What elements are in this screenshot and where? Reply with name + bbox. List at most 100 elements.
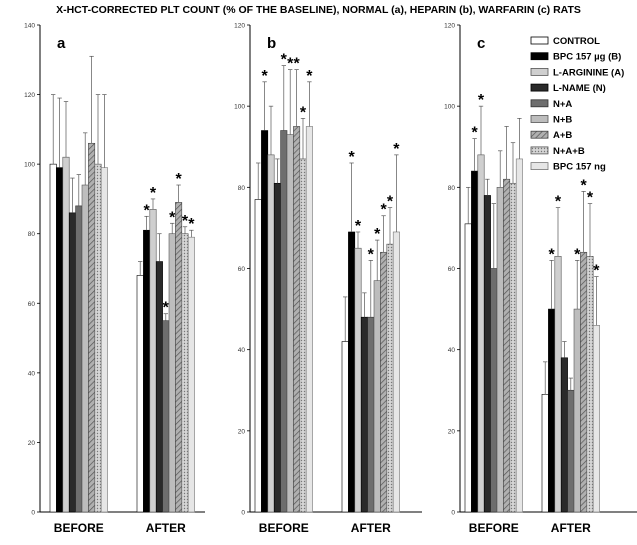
bar	[273, 182, 281, 513]
y-tick-label: 120	[444, 23, 455, 30]
significance-star: *	[393, 141, 400, 158]
bar	[305, 126, 313, 513]
significance-star: *	[580, 177, 587, 194]
significance-star: *	[387, 194, 394, 211]
bar	[580, 251, 588, 513]
significance-star: *	[143, 202, 150, 219]
bar	[348, 231, 356, 513]
y-tick-label: 40	[448, 347, 456, 354]
y-tick-label: 0	[241, 510, 245, 517]
significance-star: *	[548, 246, 555, 263]
significance-star: *	[175, 171, 182, 188]
significance-star: *	[300, 104, 307, 121]
bar	[573, 308, 581, 513]
bar	[386, 243, 394, 513]
panel-label: c	[477, 35, 485, 52]
y-tick-label: 60	[238, 266, 246, 273]
bar	[490, 268, 498, 513]
bar	[56, 167, 64, 513]
bar	[267, 154, 275, 513]
significance-star: *	[593, 263, 600, 280]
bar	[554, 256, 562, 513]
y-tick-label: 120	[24, 92, 35, 99]
legend-swatch	[530, 99, 549, 108]
legend-label: N+A+B	[553, 146, 585, 157]
bar	[181, 233, 189, 513]
significance-star: *	[281, 52, 288, 69]
y-tick-label: 20	[448, 428, 456, 435]
y-tick-label: 60	[448, 266, 456, 273]
x-category-label: BEFORE	[54, 521, 104, 535]
y-tick-label: 80	[448, 185, 456, 192]
bar	[509, 182, 517, 513]
bar	[360, 316, 368, 513]
panel-label: a	[57, 35, 66, 52]
bar	[88, 142, 96, 513]
panel-label: b	[267, 35, 276, 52]
bar	[49, 163, 57, 513]
y-tick-label: 140	[24, 23, 35, 30]
legend: CONTROL BPC 157 µg (B) L-ARGININE (A) L-NAM…	[530, 36, 624, 173]
y-tick-label: 100	[444, 104, 455, 111]
bar	[496, 187, 504, 513]
y-tick-label: 0	[451, 510, 455, 517]
y-tick-label: 100	[24, 162, 35, 169]
legend-item: N+A+B	[530, 146, 585, 157]
significance-star: *	[380, 202, 387, 219]
legend-item: L-ARGININE (A)	[530, 67, 624, 78]
significance-star: *	[261, 68, 268, 85]
bar	[483, 195, 491, 513]
bar	[155, 261, 163, 513]
figure-title: X-HCT-CORRECTED PLT COUNT (% OF THE BASE…	[56, 4, 581, 16]
significance-star: *	[355, 218, 362, 235]
legend-label: N+A	[553, 99, 572, 110]
bar	[541, 394, 549, 513]
y-tick-label: 40	[238, 347, 246, 354]
legend-swatch	[530, 130, 549, 139]
bar	[299, 158, 307, 513]
legend-swatch	[530, 52, 549, 61]
y-tick-label: 80	[238, 185, 246, 192]
significance-star: *	[587, 190, 594, 207]
bar	[100, 167, 108, 513]
bar	[367, 316, 375, 513]
significance-star: *	[368, 246, 375, 263]
bar	[560, 357, 568, 513]
significance-star: *	[306, 68, 313, 85]
bar	[254, 199, 262, 513]
legend-label: CONTROL	[553, 36, 600, 47]
legend-swatch	[530, 146, 549, 155]
bar	[503, 178, 511, 513]
significance-star: *	[287, 56, 294, 73]
significance-star: *	[293, 56, 300, 73]
bar	[187, 236, 195, 513]
legend-item: CONTROL	[530, 36, 600, 47]
significance-star: *	[574, 246, 581, 263]
bar	[175, 202, 183, 513]
bar	[392, 231, 400, 513]
bar	[471, 170, 479, 513]
significance-star: *	[169, 209, 176, 226]
bar	[477, 154, 485, 513]
significance-star: *	[471, 125, 478, 142]
legend-swatch	[530, 68, 549, 76]
bar	[592, 325, 600, 513]
legend-label: N+B	[553, 115, 572, 126]
bar	[286, 134, 294, 513]
legend-label: BPC 157 µg (B)	[553, 52, 621, 63]
bar	[68, 212, 76, 513]
legend-item: N+A	[530, 99, 572, 110]
legend-label: L-ARGININE (A)	[553, 67, 624, 78]
y-tick-label: 80	[28, 231, 36, 238]
bar	[143, 229, 151, 513]
legend-item: L-NAME (N)	[530, 83, 606, 94]
legend-label: L-NAME (N)	[553, 83, 606, 94]
bar	[168, 233, 176, 513]
bar	[548, 308, 556, 513]
legend-item: A+B	[530, 130, 572, 141]
x-category-label: AFTER	[146, 521, 186, 535]
significance-star: *	[182, 213, 189, 230]
